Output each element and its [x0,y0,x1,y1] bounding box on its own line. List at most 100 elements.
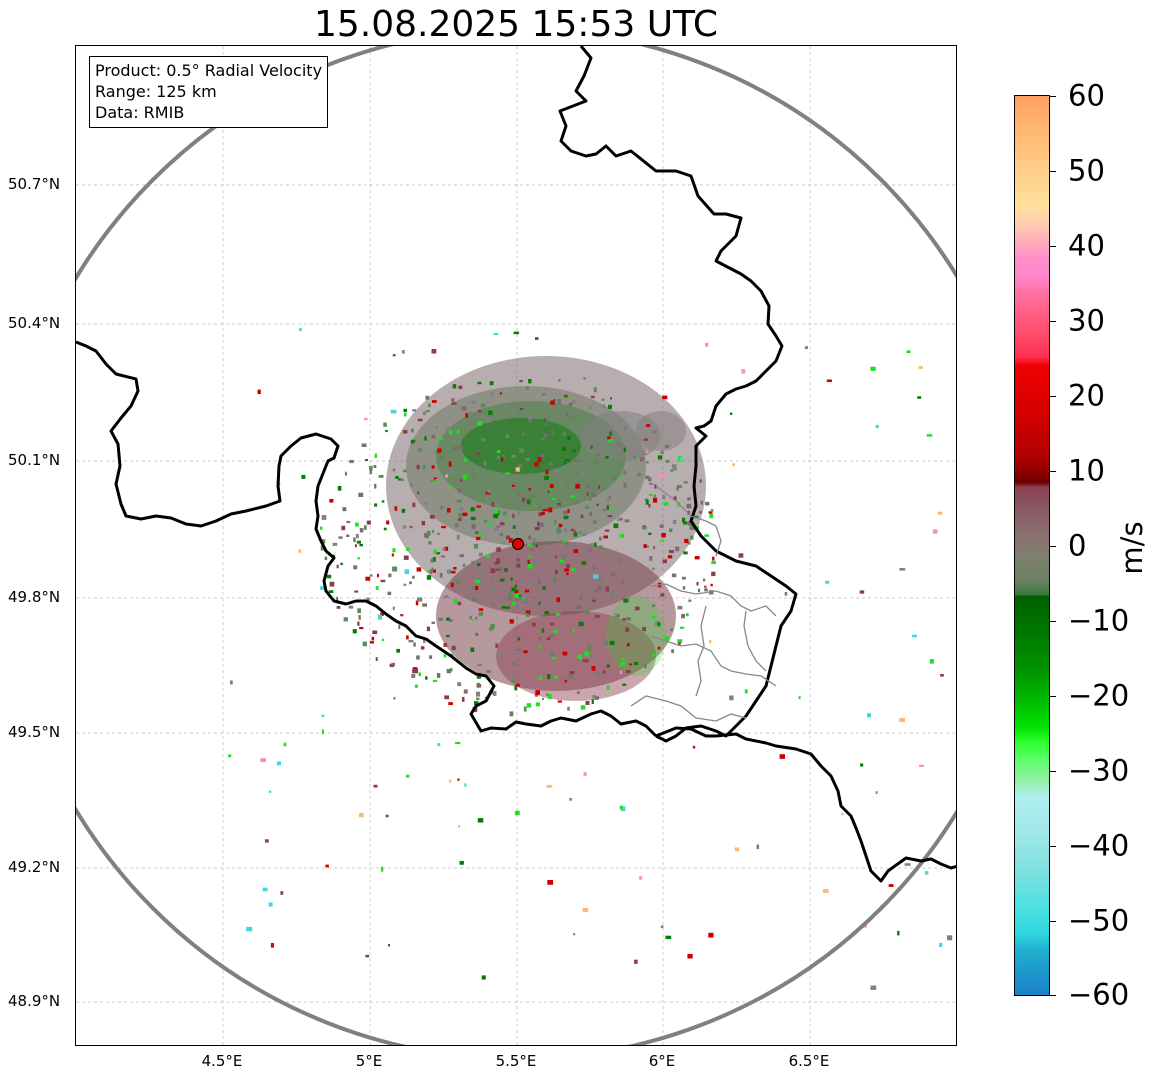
echo-speckle [619,533,625,538]
echo-speckle [493,332,499,336]
echo-speckle [531,622,536,627]
echo-speckle [463,474,467,480]
echo-speckle [260,758,266,762]
echo-speckle [585,701,590,705]
echo-speckle [422,464,426,470]
echo-speckle [526,613,530,618]
lat-tick: 49.5°N [8,723,61,741]
echo-speckle [361,443,367,447]
echo-speckle [617,558,621,563]
echo-speckle [548,507,553,513]
echo-speckle [548,488,551,491]
echo-speckle [525,474,529,477]
echo-speckle [495,643,499,648]
echo-speckle [457,488,463,493]
border-lu-fr-de [76,340,658,738]
colorbar-label: −60 [1068,977,1130,1012]
echo-speckle [804,346,808,350]
border-be-lu-de [558,46,798,743]
echo-speckle [446,472,451,476]
echo-speckle [502,455,505,457]
echo-speckle [246,926,253,932]
echo-speckle [505,606,510,609]
echo-speckle [528,379,532,384]
echo-speckle [478,574,482,578]
echo-speckle [432,529,435,534]
echo-speckle [497,455,500,460]
echo-speckle [425,395,430,400]
echo-speckle [451,402,457,405]
colorbar-tick [1050,396,1056,397]
echo-speckle [591,599,597,602]
echo-speckle [321,539,326,544]
echo-speckle [356,540,361,544]
echo-speckle [841,812,844,816]
echo-speckle [443,643,448,647]
echo-speckle [456,534,460,540]
echo-speckle [633,455,637,459]
echo-speckle [544,475,549,480]
echo-speckle [608,438,613,443]
echo-speckle [459,554,464,558]
echo-speckle [559,559,564,563]
echo-speckle [230,680,233,685]
echo-speckle [912,634,917,638]
echo-speckle [509,595,515,598]
echo-speckle [695,526,700,530]
echo-speckle [434,479,437,484]
echo-speckle [579,472,585,477]
echo-speckle [576,604,582,609]
echo-speckle [268,790,272,793]
echo-speckle [686,503,692,509]
echo-speckle [530,548,535,551]
echo-speckle [899,718,906,722]
echo-speckle [612,590,615,595]
echo-speckle [657,455,663,460]
echo-speckle [506,535,510,540]
radar-speckles [228,328,953,990]
echo-speckle [523,706,527,712]
echo-speckle [358,615,361,620]
echo-speckle [519,380,523,383]
echo-speckle [906,350,911,353]
echo-speckle [680,626,685,629]
echo-speckle [552,578,557,584]
echo-speckle [553,629,558,633]
echo-speckle [697,588,701,593]
country-borders [76,46,956,883]
colorbar-label: 20 [1068,378,1105,413]
colorbar-tick [1050,171,1056,172]
echo-maroon-core [496,611,656,701]
echo-speckle [619,670,623,675]
echo-speckle [453,567,457,570]
echo-speckle [649,556,653,561]
echo-speckle [490,391,494,396]
echo-speckle [652,430,657,433]
echo-speckle [470,647,475,653]
echo-speckle [549,484,554,489]
echo-speckle [580,705,586,710]
echo-speckle [346,520,351,524]
echo-speckle [867,713,871,718]
echo-speckle [424,501,428,506]
echo-speckle [667,555,673,559]
echo-speckle [489,381,494,386]
echo-speckle [338,536,343,539]
echo-speckle [917,396,922,399]
echo-speckle [613,523,619,529]
echo-speckle [669,550,674,553]
echo-speckle [756,844,760,849]
echo-speckle [617,442,621,446]
echo-speckle [563,394,568,398]
echo-speckle [504,519,509,522]
echo-speckle [547,880,554,885]
echo-speckle [508,597,512,601]
radar-map[interactable] [75,45,957,1046]
echo-speckle [437,743,441,747]
echo-speckle [939,942,943,947]
lat-tick: 49.8°N [8,588,61,606]
echo-speckle [606,497,610,502]
echo-speckle [328,590,334,593]
echo-speckle [508,538,513,543]
echo-speckle [585,505,590,509]
